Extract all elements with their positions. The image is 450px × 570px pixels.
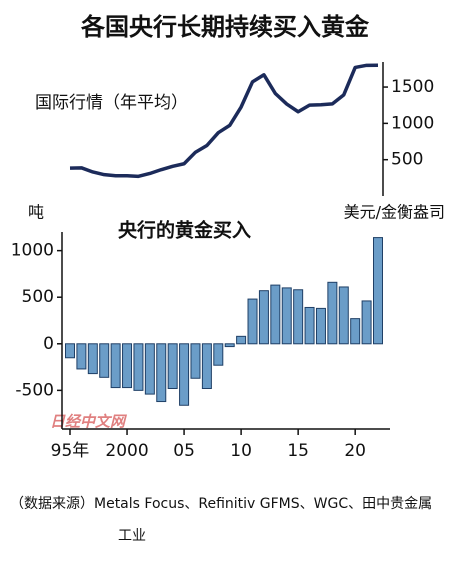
bar: [190, 343, 201, 379]
y-tick-label: 500: [22, 287, 54, 307]
x-tick-label: 15: [287, 441, 309, 461]
bar: [110, 343, 121, 389]
x-tick-label: 05: [173, 441, 195, 461]
x-tick-label: 10: [230, 441, 252, 461]
bar: [122, 343, 133, 389]
y-tick-label: 1000: [11, 241, 54, 261]
bar: [338, 286, 349, 345]
x-tick-label: 2000: [105, 441, 148, 461]
bar: [304, 306, 315, 345]
source-note: （数据来源）Metals Focus、Refinitiv GFMS、WGC、田中…: [10, 496, 433, 544]
bar: [327, 281, 338, 345]
bar: [156, 343, 167, 403]
bar: [281, 287, 292, 345]
bar: [201, 343, 212, 390]
bar: [76, 343, 87, 370]
bar: [167, 343, 178, 390]
y2-tick-label: 500: [391, 150, 423, 170]
bar: [144, 343, 155, 395]
y-label: 吨: [28, 203, 44, 222]
price-line: [69, 63, 379, 179]
y2-tick-label: 1500: [391, 77, 434, 97]
bar: [133, 343, 144, 391]
bar: [373, 237, 383, 345]
bar: [99, 343, 110, 378]
y-tick-label: 0: [43, 334, 54, 354]
bar: [270, 284, 281, 345]
bar: [224, 343, 235, 348]
x-tick-label: 95年: [51, 441, 90, 461]
chart: 各国央行长期持续买入黄金 国际行情（年平均） 美元/金衡盎司 吨 央行的黄金买入…: [11, 13, 445, 461]
watermark: 日经中文网: [50, 413, 128, 431]
x-tick-label: 20: [344, 441, 366, 461]
bar: [247, 298, 258, 345]
chart-title: 各国央行长期持续买入黄金: [80, 13, 370, 41]
bar: [315, 307, 326, 345]
bar: [361, 300, 372, 345]
bar: [65, 343, 75, 359]
y2-tick-label: 1000: [391, 113, 434, 133]
bar: [236, 335, 247, 345]
bar: [179, 343, 190, 406]
bar: [258, 290, 269, 345]
y-tick-label: -500: [15, 380, 54, 400]
bar: [293, 289, 304, 345]
bar-title: 央行的黄金买入: [118, 219, 251, 242]
line-label: 国际行情（年平均）: [35, 93, 188, 113]
y2-label: 美元/金衡盎司: [344, 203, 445, 222]
bar: [350, 318, 361, 345]
bar: [213, 343, 224, 366]
bar: [87, 343, 98, 375]
